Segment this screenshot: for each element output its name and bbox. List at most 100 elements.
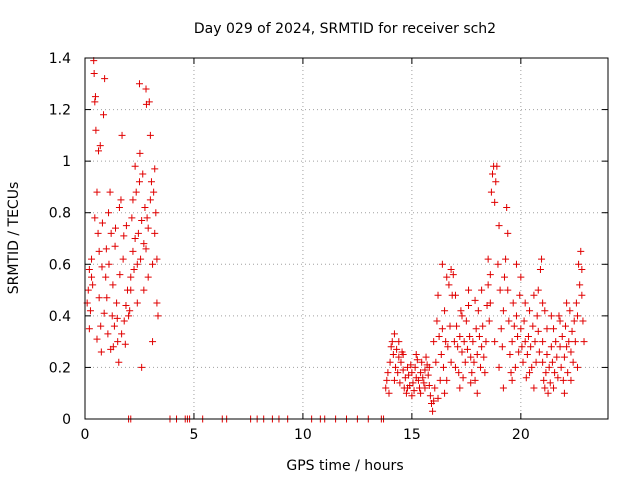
data-point xyxy=(84,286,92,294)
data-point xyxy=(515,348,523,356)
data-point xyxy=(127,273,135,281)
data-point xyxy=(88,273,96,281)
data-point xyxy=(546,379,554,387)
data-point xyxy=(138,216,146,224)
data-point xyxy=(395,338,403,346)
data-point xyxy=(438,325,446,333)
data-point xyxy=(93,188,101,196)
data-point xyxy=(431,384,439,392)
data-point xyxy=(430,397,438,405)
data-point xyxy=(570,317,578,325)
data-point xyxy=(384,369,392,377)
data-point xyxy=(491,198,499,206)
chart-title: Day 029 of 2024, SRMTID for receiver sch… xyxy=(194,21,496,37)
data-point xyxy=(120,317,128,325)
data-point xyxy=(454,343,462,351)
data-point xyxy=(419,374,427,382)
data-point xyxy=(413,356,421,364)
data-point xyxy=(90,69,98,77)
data-point xyxy=(105,209,113,217)
data-point xyxy=(470,358,478,366)
data-point xyxy=(530,384,538,392)
data-point xyxy=(382,384,390,392)
data-point xyxy=(526,307,534,315)
data-point xyxy=(484,255,492,263)
grid-lines xyxy=(85,58,608,419)
data-point xyxy=(115,358,123,366)
data-point xyxy=(402,389,410,397)
x-tick-label: 0 xyxy=(81,427,90,443)
data-point xyxy=(388,338,396,346)
data-point xyxy=(153,255,161,263)
data-point xyxy=(578,265,586,273)
data-point xyxy=(517,325,525,333)
data-point xyxy=(489,170,497,178)
data-point xyxy=(491,338,499,346)
data-point xyxy=(451,291,459,299)
data-point xyxy=(530,291,538,299)
data-point xyxy=(436,376,444,384)
data-point xyxy=(460,338,468,346)
data-point xyxy=(95,294,103,302)
data-point xyxy=(144,224,152,232)
data-point xyxy=(153,299,161,307)
data-point xyxy=(519,358,527,366)
data-point xyxy=(140,286,148,294)
data-point xyxy=(477,363,485,371)
data-point xyxy=(137,255,145,263)
data-point xyxy=(141,204,149,212)
data-point xyxy=(532,358,540,366)
data-point xyxy=(556,343,564,351)
data-point xyxy=(453,322,461,330)
data-point xyxy=(500,273,508,281)
data-point xyxy=(456,332,464,340)
y-tick-label: 0 xyxy=(62,412,71,428)
data-point xyxy=(125,312,133,320)
data-point xyxy=(422,353,430,361)
data-point xyxy=(385,389,393,397)
data-point xyxy=(421,384,429,392)
x-tick-label: 15 xyxy=(403,427,421,443)
data-point xyxy=(393,345,401,353)
data-point xyxy=(560,353,568,361)
data-point xyxy=(458,312,466,320)
data-point xyxy=(146,131,154,139)
data-point xyxy=(135,178,143,186)
data-point xyxy=(563,343,571,351)
data-point xyxy=(414,376,422,384)
data-point xyxy=(412,351,420,359)
data-point xyxy=(408,392,416,400)
data-point xyxy=(493,162,501,170)
data-point xyxy=(100,309,108,317)
data-point xyxy=(103,294,111,302)
data-point xyxy=(521,299,529,307)
y-tick-label: 0.8 xyxy=(49,206,71,222)
data-point xyxy=(529,322,537,330)
data-point xyxy=(534,327,542,335)
data-point xyxy=(97,348,105,356)
data-point xyxy=(462,317,470,325)
data-point xyxy=(485,317,493,325)
data-point xyxy=(456,384,464,392)
data-point xyxy=(487,188,495,196)
data-point xyxy=(130,265,138,273)
data-point xyxy=(521,338,529,346)
data-point xyxy=(435,332,443,340)
data-point xyxy=(543,325,551,333)
data-point xyxy=(495,222,503,230)
data-point xyxy=(560,389,568,397)
data-point xyxy=(447,265,455,273)
data-point xyxy=(126,307,134,315)
data-point xyxy=(506,351,514,359)
data-point xyxy=(520,317,528,325)
data-point xyxy=(142,85,150,93)
data-point xyxy=(465,302,473,310)
data-point xyxy=(511,363,519,371)
data-point xyxy=(528,363,536,371)
data-point xyxy=(509,299,517,307)
data-point xyxy=(89,281,97,289)
data-point xyxy=(397,358,405,366)
data-point xyxy=(566,307,574,315)
data-point xyxy=(473,389,481,397)
data-point xyxy=(563,299,571,307)
